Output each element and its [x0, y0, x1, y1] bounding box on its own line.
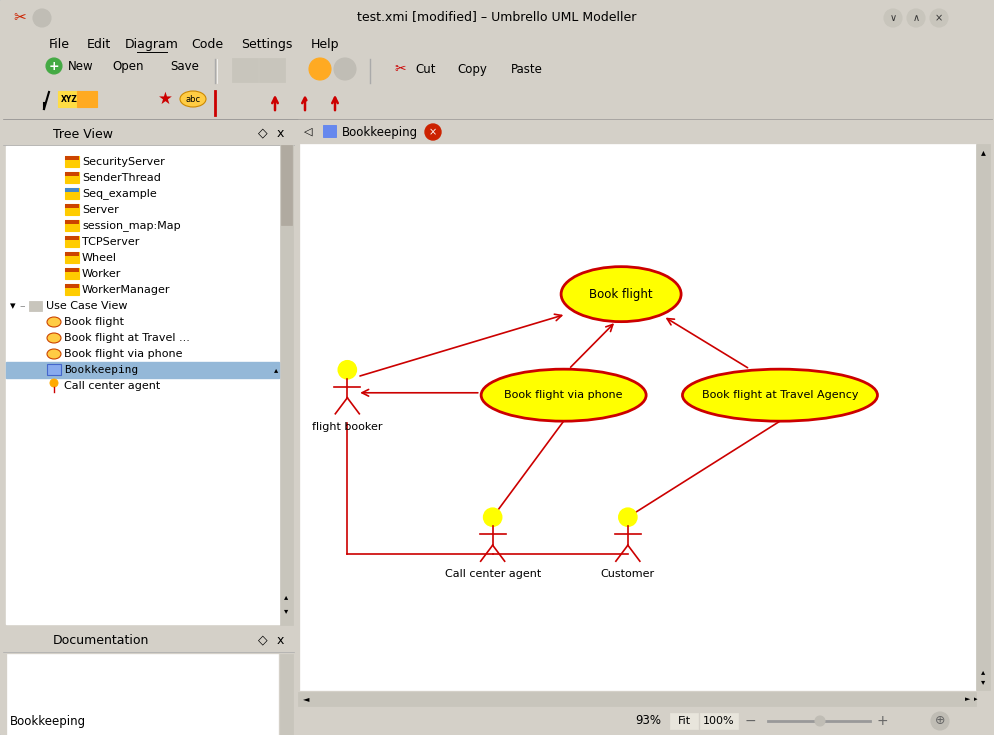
- Text: ▾: ▾: [980, 678, 984, 686]
- Text: test.xmi [modified] – Umbrello UML Modeller: test.xmi [modified] – Umbrello UML Model…: [357, 10, 636, 24]
- Circle shape: [309, 58, 331, 80]
- Text: New: New: [68, 60, 93, 73]
- Ellipse shape: [180, 91, 206, 107]
- Text: Wheel: Wheel: [82, 253, 117, 263]
- Bar: [29, 301, 42, 311]
- Text: ▴: ▴: [980, 667, 984, 676]
- Text: Call center agent: Call center agent: [64, 381, 160, 391]
- Text: Book flight via phone: Book flight via phone: [64, 349, 182, 359]
- Bar: [232, 58, 257, 82]
- Text: Book flight via phone: Book flight via phone: [504, 390, 622, 400]
- Text: Book flight: Book flight: [588, 287, 652, 301]
- Text: Settings: Settings: [242, 37, 292, 51]
- Ellipse shape: [47, 349, 61, 359]
- Bar: [65, 156, 79, 167]
- Bar: [700, 713, 738, 729]
- Text: ◇: ◇: [257, 126, 267, 140]
- Bar: [6, 146, 279, 624]
- Text: session_map:Map: session_map:Map: [82, 220, 181, 232]
- Text: Book flight at Travel ...: Book flight at Travel ...: [64, 333, 190, 343]
- Bar: [3, 627, 293, 735]
- Text: ★: ★: [157, 90, 172, 108]
- Text: XYZ: XYZ: [61, 95, 78, 104]
- Text: Code: Code: [191, 37, 223, 51]
- Text: flight booker: flight booker: [312, 422, 382, 431]
- Text: Seq_example: Seq_example: [82, 189, 157, 199]
- Bar: [3, 3, 991, 33]
- Text: Open: Open: [112, 60, 143, 73]
- Bar: [3, 33, 991, 55]
- Text: ✂: ✂: [14, 10, 27, 26]
- Circle shape: [483, 508, 501, 526]
- Text: Call center agent: Call center agent: [444, 569, 541, 579]
- Circle shape: [814, 716, 824, 726]
- Text: abc: abc: [185, 95, 201, 104]
- Bar: [65, 268, 79, 279]
- Text: SecurityServer: SecurityServer: [82, 157, 165, 167]
- Text: 93%: 93%: [634, 714, 660, 728]
- Circle shape: [33, 9, 51, 27]
- Circle shape: [338, 361, 356, 379]
- Circle shape: [883, 9, 902, 27]
- Circle shape: [50, 379, 58, 387]
- Bar: [65, 188, 79, 192]
- Bar: [65, 172, 79, 183]
- Text: ▾: ▾: [283, 606, 288, 615]
- Text: ►: ►: [964, 696, 970, 702]
- Bar: [65, 284, 79, 295]
- Text: ×: ×: [428, 127, 436, 137]
- Text: ✂: ✂: [394, 62, 406, 76]
- Bar: [65, 156, 79, 160]
- Bar: [65, 220, 79, 231]
- Circle shape: [618, 508, 636, 526]
- Text: Documentation: Documentation: [53, 634, 149, 647]
- Text: TCPServer: TCPServer: [82, 237, 139, 247]
- Text: 100%: 100%: [703, 716, 735, 726]
- Bar: [279, 654, 292, 735]
- Bar: [65, 172, 79, 176]
- Bar: [3, 55, 991, 87]
- Ellipse shape: [561, 267, 681, 322]
- Bar: [3, 87, 991, 119]
- Text: Bookkeeping: Bookkeeping: [10, 714, 86, 728]
- Ellipse shape: [47, 333, 61, 343]
- Bar: [65, 236, 79, 247]
- Bar: [65, 204, 79, 208]
- Text: Book flight: Book flight: [64, 317, 124, 327]
- Bar: [65, 220, 79, 224]
- Bar: [258, 58, 284, 82]
- Bar: [65, 284, 79, 288]
- Bar: [65, 268, 79, 272]
- Text: Customer: Customer: [600, 569, 654, 579]
- Bar: [323, 125, 336, 137]
- Bar: [297, 120, 991, 144]
- Bar: [279, 145, 292, 625]
- Text: ▴: ▴: [979, 147, 984, 157]
- Text: Worker: Worker: [82, 269, 121, 279]
- Bar: [127, 91, 147, 107]
- Text: Cut: Cut: [414, 62, 435, 76]
- Text: −: −: [744, 714, 755, 728]
- Ellipse shape: [682, 369, 877, 421]
- Text: ◄: ◄: [302, 695, 309, 703]
- Text: Book flight at Travel Agency: Book flight at Travel Agency: [701, 390, 858, 400]
- Text: File: File: [49, 37, 70, 51]
- Text: +: +: [49, 60, 60, 73]
- Bar: [297, 692, 975, 706]
- Bar: [3, 710, 991, 732]
- Text: ∨: ∨: [889, 13, 896, 23]
- Bar: [65, 252, 79, 256]
- Bar: [975, 144, 989, 690]
- Text: –: –: [19, 301, 25, 311]
- Text: Diagram: Diagram: [125, 37, 179, 51]
- FancyBboxPatch shape: [47, 364, 61, 375]
- Text: ▴: ▴: [283, 592, 288, 601]
- Text: Server: Server: [82, 205, 118, 215]
- Circle shape: [929, 9, 947, 27]
- Bar: [280, 145, 291, 225]
- Text: Use Case View: Use Case View: [46, 301, 127, 311]
- Text: ▴: ▴: [273, 365, 278, 375]
- Text: ▾: ▾: [10, 301, 16, 311]
- Bar: [6, 362, 278, 378]
